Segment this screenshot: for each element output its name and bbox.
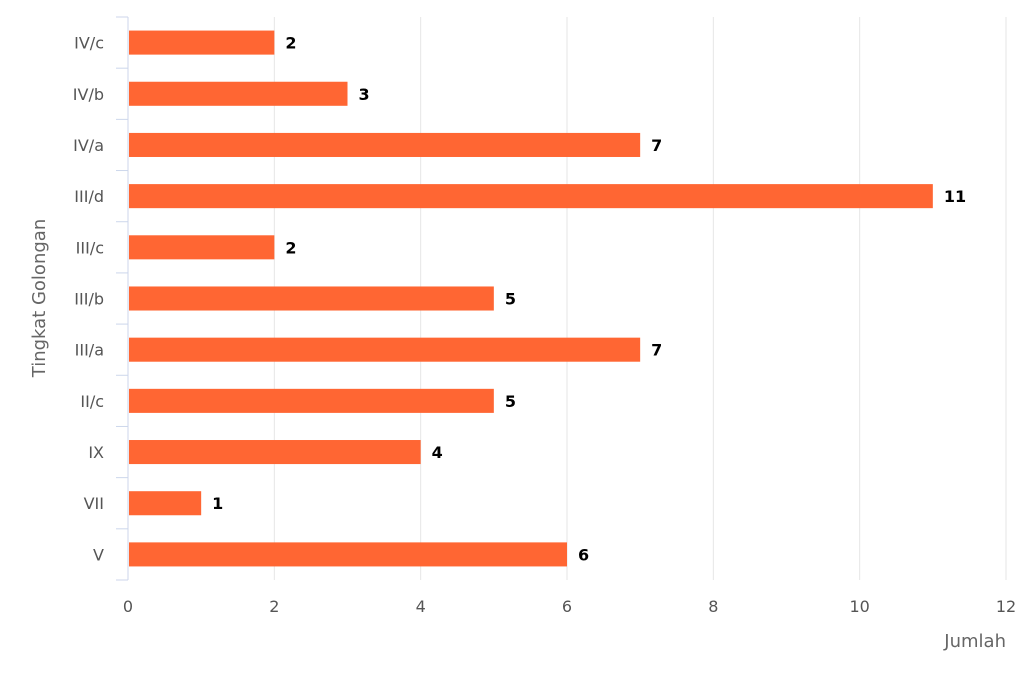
bar — [129, 542, 567, 567]
data-label: 6 — [578, 545, 589, 564]
bar — [129, 30, 275, 55]
data-label: 2 — [285, 34, 296, 53]
y-tick-label: IX — [88, 443, 104, 462]
y-tick-label: III/b — [74, 290, 104, 309]
y-tick-label: IV/b — [73, 85, 104, 104]
data-label: 7 — [651, 136, 662, 155]
x-tick-label: 0 — [123, 597, 133, 616]
bar — [129, 440, 421, 465]
data-label: 4 — [432, 443, 443, 462]
y-tick-label: V — [93, 545, 104, 564]
bars — [129, 30, 933, 567]
bar — [129, 132, 641, 157]
x-tick-label: 12 — [996, 597, 1016, 616]
y-tick-label: III/a — [75, 341, 104, 360]
bar — [129, 235, 275, 260]
data-label: 5 — [505, 290, 516, 309]
bar — [129, 337, 641, 362]
data-label: 11 — [944, 187, 966, 206]
data-label: 7 — [651, 341, 662, 360]
bar — [129, 286, 494, 311]
x-tick-label: 8 — [708, 597, 718, 616]
y-tick-label: VII — [84, 494, 104, 513]
x-axis-title: Jumlah — [943, 631, 1006, 652]
y-tick-label: IV/c — [74, 34, 104, 53]
data-label: 5 — [505, 392, 516, 411]
y-tick-label: III/c — [76, 238, 104, 257]
bar — [129, 184, 933, 209]
x-tick-label: 6 — [562, 597, 572, 616]
y-tick-label: II/c — [80, 392, 104, 411]
y-axis-title: Tingkat Golongan — [29, 219, 50, 378]
data-label: 1 — [212, 494, 223, 513]
x-tick-label: 10 — [849, 597, 869, 616]
data-label: 3 — [359, 85, 370, 104]
data-labels: 2 3 7 11 2 5 7 5 4 1 6 — [212, 34, 966, 565]
gridlines — [273, 17, 1007, 580]
data-label: 2 — [285, 238, 296, 257]
y-tick-label: IV/a — [73, 136, 104, 155]
bar — [129, 388, 494, 413]
bar — [129, 81, 348, 106]
category-axis: IV/c IV/b IV/a III/d III/c III/b III/a II/c IX VI… — [73, 16, 129, 581]
value-axis-ticks: 0 2 4 6 8 10 12 — [123, 597, 1016, 616]
y-tick-label: III/d — [74, 187, 104, 206]
x-tick-label: 2 — [269, 597, 279, 616]
x-tick-label: 4 — [416, 597, 426, 616]
bar — [129, 491, 202, 516]
